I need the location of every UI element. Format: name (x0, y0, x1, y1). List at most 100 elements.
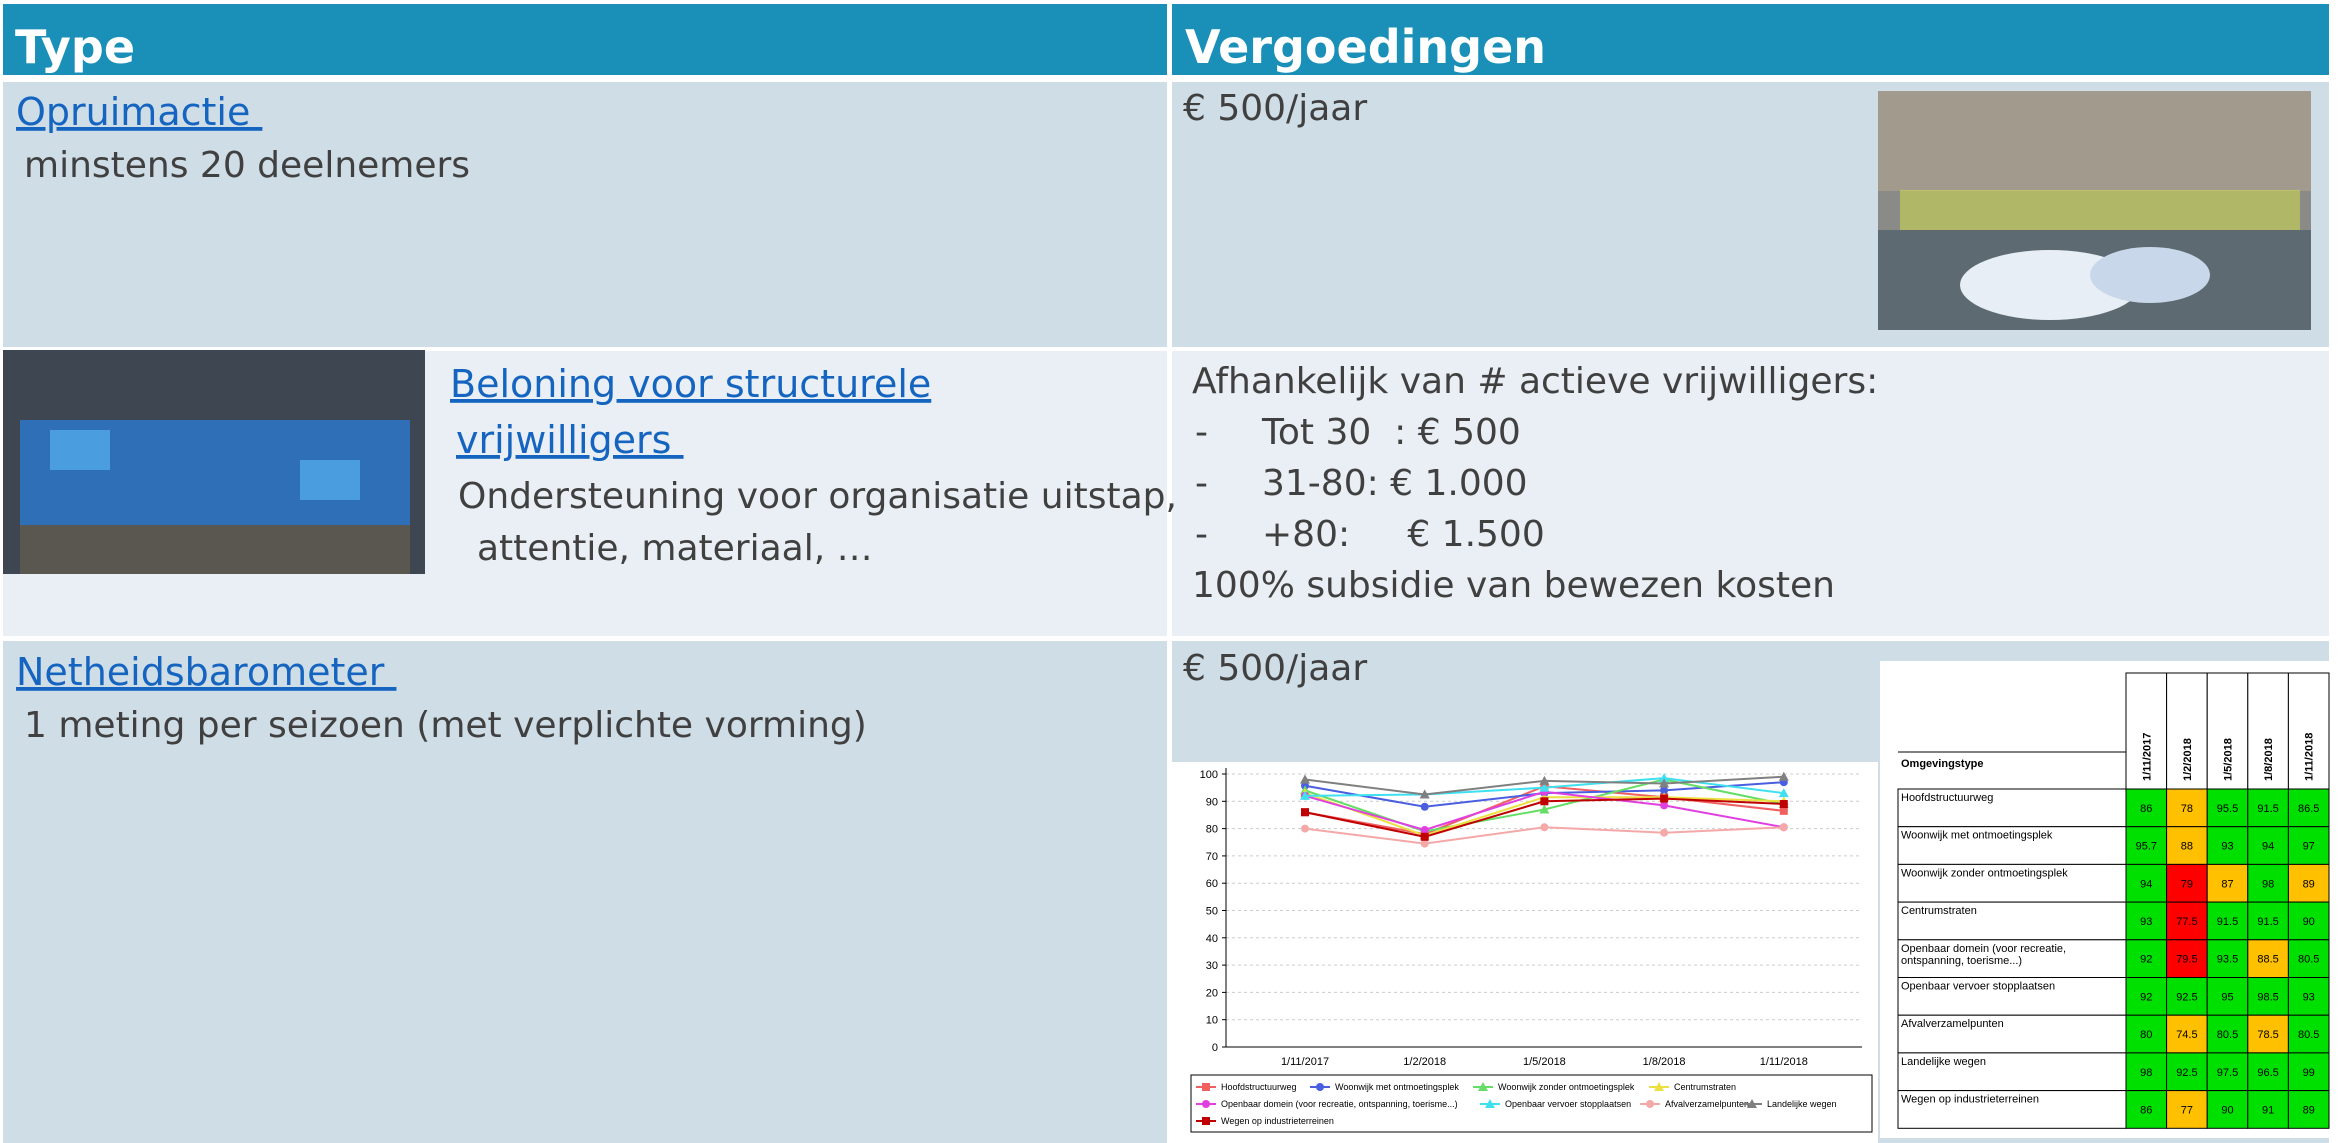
legend-label: Wegen op industrieterreinen (1221, 1116, 1334, 1126)
column-header: Type (15, 20, 135, 74)
row-label: ontspanning, toerisme...) (1901, 955, 2022, 967)
x-tick-label: 1/11/2017 (1281, 1056, 1329, 1068)
bullet: - (1195, 412, 1208, 453)
data-point (1421, 833, 1429, 841)
cell-value: 80.5 (2217, 1029, 2238, 1041)
cell-value: 92 (2140, 991, 2152, 1003)
data-point (1660, 829, 1668, 837)
row-label: Wegen op industrieterreinen (1901, 1094, 2039, 1106)
y-tick-label: 80 (1206, 824, 1218, 836)
data-point (1780, 800, 1788, 808)
cell-value: 86 (2140, 803, 2152, 815)
type-description: Ondersteuning voor organisatie uitstap, (458, 476, 1177, 517)
y-tick-label: 0 (1212, 1042, 1218, 1054)
y-tick-label: 70 (1206, 851, 1218, 863)
cell-value: 90 (2303, 916, 2315, 928)
date-header: 1/11/2017 (2141, 733, 2153, 781)
legend-label: Hoofdstructuurweg (1221, 1082, 1297, 1092)
cell-value: 93 (2140, 916, 2152, 928)
cell-value: 97.5 (2217, 1067, 2238, 1079)
cell-value: 91.5 (2257, 803, 2278, 815)
y-tick-label: 90 (1206, 796, 1218, 808)
y-tick-label: 100 (1200, 769, 1218, 781)
data-point (1780, 807, 1788, 815)
cell-value: 87 (2221, 878, 2233, 890)
cell-value: 89 (2303, 1104, 2315, 1116)
type-description: minstens 20 deelnemers (24, 145, 470, 186)
cell-value: 80 (2140, 1029, 2152, 1041)
list-item: 31-80: € 1.000 (1262, 463, 1528, 504)
cell-value: 86.5 (2298, 803, 2319, 815)
row-label: Landelijke wegen (1901, 1056, 1986, 1068)
row-label: Openbaar vervoer stopplaatsen (1901, 981, 2055, 993)
legend-marker (1202, 1117, 1210, 1125)
legend-marker (1202, 1083, 1210, 1091)
y-tick-label: 20 (1206, 987, 1218, 999)
cell-value: 96.5 (2257, 1067, 2278, 1079)
header-cell (3, 4, 1167, 75)
y-tick-label: 50 (1206, 906, 1218, 918)
cell-value: 78 (2181, 803, 2193, 815)
cell-value: 95.7 (2136, 841, 2157, 853)
slide: TypeVergoedingenOpruimactie minstens 20 … (0, 0, 2341, 1143)
type-link[interactable]: Opruimactie (16, 90, 262, 134)
type-link[interactable]: vrijwilligers (456, 418, 684, 462)
legend-label: Openbaar domein (voor recreatie, ontspan… (1221, 1099, 1458, 1109)
cell-value: 95 (2221, 991, 2233, 1003)
data-point (1660, 801, 1668, 809)
cell-value: 94 (2140, 878, 2152, 890)
cell-value: 78.5 (2257, 1029, 2278, 1041)
data-point (1660, 795, 1668, 803)
row-label: Woonwijk zonder ontmoetingsplek (1901, 867, 2068, 879)
cell-value: 86 (2140, 1104, 2152, 1116)
cell-value: 98.5 (2257, 991, 2278, 1003)
date-header: 1/8/2018 (2263, 738, 2275, 781)
data-point (1301, 808, 1309, 816)
cell-value: 92.5 (2176, 1067, 2197, 1079)
cell-value: 88.5 (2257, 954, 2278, 966)
row-label: Afvalverzamelpunten (1901, 1018, 2004, 1030)
data-point (1780, 823, 1788, 831)
x-tick-label: 1/2/2018 (1403, 1056, 1446, 1068)
legend-marker (1202, 1100, 1210, 1108)
legend-label: Landelijke wegen (1767, 1099, 1837, 1109)
row-label: Woonwijk met ontmoetingsplek (1901, 830, 2053, 842)
cell-value: 93.5 (2217, 954, 2238, 966)
y-tick-label: 40 (1206, 933, 1218, 945)
data-point (1301, 825, 1309, 833)
list-item: +80: € 1.500 (1262, 514, 1545, 555)
x-tick-label: 1/8/2018 (1643, 1056, 1686, 1068)
compensation: € 500/jaar (1183, 88, 1367, 129)
cell-value: 77 (2181, 1104, 2193, 1116)
data-point (1421, 803, 1429, 811)
type-link[interactable]: Beloning voor structurele (450, 362, 931, 406)
cell-value: 79.5 (2176, 954, 2197, 966)
cell-value: 99 (2303, 1067, 2315, 1079)
cell-value: 74.5 (2176, 1029, 2197, 1041)
data-point (1421, 840, 1429, 848)
cell-value: 92.5 (2176, 991, 2197, 1003)
date-header: 1/11/2018 (2304, 733, 2316, 781)
cell-value: 92 (2140, 954, 2152, 966)
data-point (1540, 823, 1548, 831)
photo (3, 350, 425, 574)
data-point (1540, 797, 1548, 805)
cell-value: 91.5 (2257, 916, 2278, 928)
legend-label: Woonwijk met ontmoetingsplek (1335, 1082, 1459, 1092)
x-tick-label: 1/11/2018 (1760, 1056, 1808, 1068)
legend-marker (1646, 1100, 1654, 1108)
y-tick-label: 60 (1206, 878, 1218, 890)
photo (1878, 91, 2311, 330)
bullet: - (1195, 514, 1208, 555)
list-item: Tot 30 : € 500 (1261, 412, 1521, 453)
row-label: Centrumstraten (1901, 905, 1977, 917)
legend-label: Woonwijk zonder ontmoetingsplek (1498, 1082, 1635, 1092)
type-link[interactable]: Netheidsbarometer (16, 650, 396, 694)
cell-value: 93 (2221, 841, 2233, 853)
cell-value: 79 (2181, 878, 2193, 890)
cell-value: 88 (2181, 841, 2193, 853)
cell-value: 80.5 (2298, 1029, 2319, 1041)
cell-value: 89 (2303, 878, 2315, 890)
cell-value: 91.5 (2217, 916, 2238, 928)
legend-label: Afvalverzamelpunten (1665, 1099, 1749, 1109)
